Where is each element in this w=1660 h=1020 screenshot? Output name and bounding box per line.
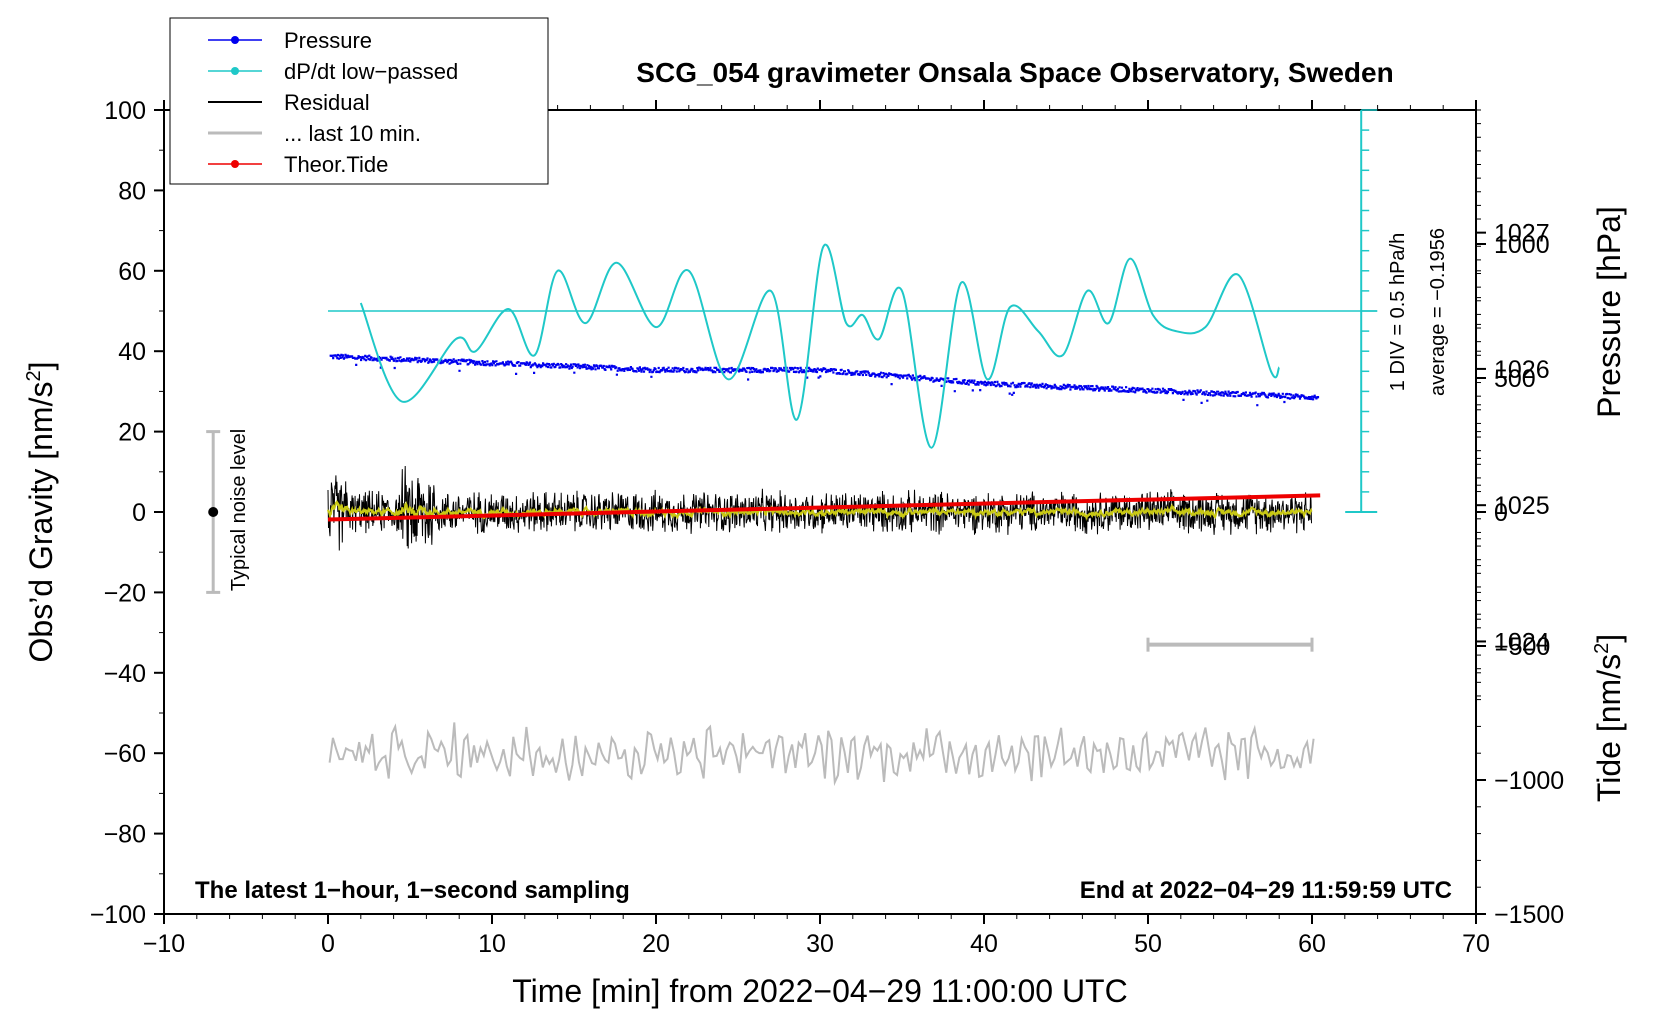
x-tick-label: 20 (642, 930, 670, 958)
x-tick-label: 50 (1134, 930, 1162, 958)
tide-series (327, 493, 1321, 522)
pressure-tick-label: 1025 (1494, 492, 1550, 520)
y-tick-label: −40 (104, 660, 146, 688)
legend-label-dpdt: dP/dt low−passed (284, 59, 458, 84)
tide-tick-label: −1000 (1494, 767, 1564, 795)
y-axis-title-tide: Tide [nm/s2] (1591, 634, 1627, 802)
legend-label-tide: Theor.Tide (284, 152, 388, 177)
x-tick-label: 0 (321, 930, 335, 958)
residual-smoothed-series (327, 499, 1313, 522)
pressure-tick-label: 1026 (1494, 356, 1550, 384)
typical-noise-label: Typical noise level (228, 429, 250, 591)
y-tick-label: −20 (104, 579, 146, 607)
y-tick-label: 40 (118, 338, 146, 366)
legend-label-last10: ... last 10 min. (284, 121, 421, 146)
series-layer (206, 109, 1378, 787)
x-axis-title: Time [min] from 2022−04−29 11:00:00 UTC (512, 973, 1127, 1009)
y-axis-title-pressure: Pressure [hPa] (1591, 206, 1627, 418)
legend-marker-dpdt (231, 67, 239, 75)
tide-tick-label: 1000 (1494, 231, 1550, 259)
x-tick-label: 40 (970, 930, 998, 958)
x-tick-label: 30 (806, 930, 834, 958)
noise-center-dot (208, 507, 219, 517)
pressure-tick-label: 1024 (1494, 628, 1550, 656)
y-tick-label: 60 (118, 258, 146, 286)
axes-ticks: −10 0 10 20 30 40 50 60 70−100−80−60−40−20020406… (90, 97, 1565, 958)
y-tick-label: 100 (104, 97, 146, 125)
y-tick-label: 80 (118, 177, 146, 205)
end-time-note: End at 2022−04−29 11:59:59 UTC (1080, 877, 1452, 904)
sampling-note: The latest 1−hour, 1−second sampling (195, 877, 630, 904)
legend-marker-pressure (231, 36, 239, 44)
y-tick-label: 20 (118, 419, 146, 447)
legend-label-residual: Residual (284, 90, 370, 115)
chart-title: SCG_054 gravimeter Onsala Space Observat… (636, 57, 1393, 88)
tide-tick-label: −500 (1494, 633, 1550, 661)
x-tick-label: 10 (478, 930, 506, 958)
x-tick-label: 60 (1298, 930, 1326, 958)
x-tick-label: −10 (143, 930, 185, 958)
legend-marker-tide (231, 160, 239, 168)
tide-tick-label: 500 (1494, 365, 1536, 393)
tide-tick-label: −1500 (1494, 901, 1564, 929)
last10-series (328, 722, 1315, 787)
tide-tick-label: 0 (1494, 499, 1508, 527)
y-axis-title-left: Obs’d Gravity [nm/s2] (23, 362, 59, 663)
legend-label-pressure: Pressure (284, 28, 372, 53)
dpdt-series (359, 243, 1281, 449)
dpdt-average-label: average = −0.1956 (1427, 228, 1449, 396)
x-tick-label: 70 (1462, 930, 1490, 958)
y-tick-label: −60 (104, 740, 146, 768)
y-tick-label: −100 (90, 901, 146, 929)
y-tick-label: −80 (104, 821, 146, 849)
pressure-series (329, 353, 1320, 407)
dpdt-scale-label: 1 DIV = 0.5 hPa/h (1387, 233, 1409, 391)
legend: Pressure dP/dt low−passed Residual ... l… (169, 17, 549, 185)
pressure-tick-label: 1027 (1494, 220, 1550, 248)
y-tick-label: 0 (132, 499, 146, 527)
